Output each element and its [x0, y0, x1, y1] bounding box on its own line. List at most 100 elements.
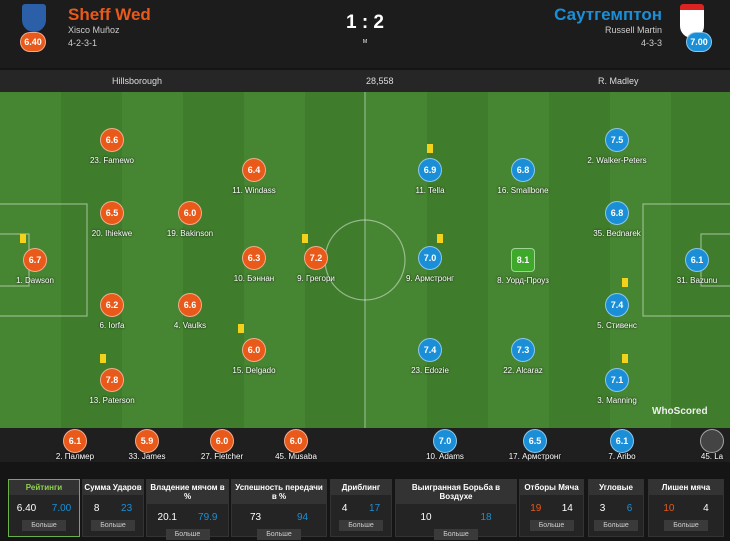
player-name: 23. Famewo: [89, 156, 135, 165]
stat-box: Успешность передачи в % 73 94 Больше: [231, 479, 327, 540]
player-rating: 6.6: [178, 293, 202, 317]
player-rating: 6.5: [100, 201, 124, 225]
player-name: 3. Manning: [597, 396, 637, 405]
stat-values: 19 14: [520, 503, 583, 514]
yellow-card: [437, 234, 443, 243]
player-name: 9. Армстронг: [405, 274, 455, 283]
stat-box: Лишен мяча 10 4 Больше: [648, 479, 724, 537]
stat-values: 20.1 79.9: [147, 512, 228, 523]
sub-rating: 6.5: [523, 429, 547, 453]
player-name: 10. Бэннан: [233, 274, 275, 283]
sub-rating: 6.0: [210, 429, 234, 453]
player-rating: 7.5: [605, 128, 629, 152]
watermark: WhoScored: [652, 406, 708, 417]
substitutes-bar: 6.1 2. Палмер 5.9 33. James 6.0 27. Fletcher 6…: [0, 428, 730, 462]
stat-values: 4 17: [331, 503, 391, 514]
stat-away: 7.00: [51, 503, 72, 514]
more-button[interactable]: Больше: [165, 529, 210, 540]
player-rating: 6.9: [418, 158, 442, 182]
attendance: 28,558: [366, 76, 394, 86]
stat-box: Дриблинг 4 17 Больше: [330, 479, 392, 537]
yellow-card: [302, 234, 308, 243]
player-name: 22. Alcaraz: [503, 366, 543, 375]
player-name: 9. Грегори: [297, 274, 335, 283]
home-crest: [22, 4, 46, 32]
match-header: 6.40 Sheff Wed Xisco Muñoz 4-2-3-1 1 : 2…: [0, 0, 730, 68]
yellow-card: [100, 354, 106, 363]
stat-box: Угловые 3 6 Больше: [588, 479, 644, 537]
more-button[interactable]: Больше: [434, 529, 478, 540]
stat-label: Выигранная Борьба в Воздухе: [396, 480, 516, 504]
away-coach: Russell Martin: [604, 25, 662, 35]
stat-values: 10 4: [649, 503, 723, 514]
home-formation: 4-2-3-1: [68, 38, 98, 48]
stat-away: 17: [369, 503, 381, 514]
stat-away: 23: [121, 503, 133, 514]
player-name: 19. Bakinson: [166, 229, 214, 238]
match-status: м: [362, 38, 368, 45]
yellow-card: [427, 144, 433, 153]
score: 1 : 2: [345, 12, 385, 33]
stat-home: 4: [341, 503, 348, 514]
player-name: 4. Vaulks: [173, 321, 207, 330]
player-name: 15. Delgado: [232, 366, 276, 375]
player-name: 11. Windass: [232, 186, 276, 195]
more-button[interactable]: Больше: [594, 520, 638, 531]
player-rating: 6.7: [23, 248, 47, 272]
player-name: 35. Bednarek: [593, 229, 641, 238]
pitch: WhoScored 6.7 1. Dawson 6.6 23. Famewo 6.5 20…: [0, 92, 730, 428]
player-name: 23. Edozie: [411, 366, 449, 375]
player-rating: 7.4: [605, 293, 629, 317]
player-rating: 6.8: [511, 158, 535, 182]
yellow-card: [238, 324, 244, 333]
more-button[interactable]: Больше: [257, 529, 301, 540]
stat-label: Рейтинги: [9, 480, 79, 495]
stat-home: 3: [599, 503, 606, 514]
sub-name: 45. La: [700, 452, 724, 461]
home-name: Sheff Wed: [68, 5, 151, 24]
stat-label: Успешность передачи в %: [232, 480, 326, 504]
player-rating: 6.0: [242, 338, 266, 362]
stat-label: Отборы Мяча: [520, 480, 583, 495]
player-rating: 6.2: [100, 293, 124, 317]
player-name: 13. Paterson: [89, 396, 135, 405]
more-button[interactable]: Больше: [22, 520, 66, 531]
player-rating: 7.0: [418, 246, 442, 270]
sub-name: 7. Aribo: [608, 452, 636, 461]
player-name: 6. Iorfa: [99, 321, 125, 330]
sub-name: 45. Musaba: [275, 452, 317, 461]
stat-box: Рейтинги 6.40 7.00 Больше: [8, 479, 80, 537]
player-rating: 7.1: [605, 368, 629, 392]
stat-away: 79.9: [198, 512, 218, 523]
stat-home: 19: [530, 503, 542, 514]
sub-name: 27. Fletcher: [200, 452, 244, 461]
referee: R. Madley: [598, 76, 639, 86]
stat-home: 73: [249, 512, 262, 523]
sub-rating: 6.1: [610, 429, 634, 453]
stat-away: 4: [703, 503, 709, 514]
stat-label: Сумма Ударов: [83, 480, 143, 495]
more-button[interactable]: Больше: [339, 520, 383, 531]
stat-away: 94: [296, 512, 309, 523]
player-rating: 6.0: [178, 201, 202, 225]
more-button[interactable]: Больше: [664, 520, 708, 531]
more-button[interactable]: Больше: [91, 520, 135, 531]
away-rating: 7.00: [686, 32, 712, 52]
stadium: Hillsborough: [112, 76, 163, 86]
away-formation: 4-3-3: [640, 38, 662, 48]
stat-home: 10: [420, 512, 432, 523]
stat-label: Угловые: [589, 480, 643, 495]
stat-values: 10 18: [396, 512, 516, 523]
player-name: 20. Ihiekwe: [91, 229, 133, 238]
stat-values: 73 94: [232, 512, 326, 523]
sub-rating: 7.0: [433, 429, 457, 453]
stat-away: 14: [561, 503, 573, 514]
info-bar: Hillsborough 28,558 R. Madley: [0, 70, 730, 92]
sub-rating: [700, 429, 724, 453]
more-button[interactable]: Больше: [529, 520, 574, 531]
sub-rating: 6.0: [284, 429, 308, 453]
player-name: 11. Tella: [415, 186, 445, 195]
player-name: 1. Dawson: [16, 276, 54, 285]
player-rating: 7.2: [304, 246, 328, 270]
